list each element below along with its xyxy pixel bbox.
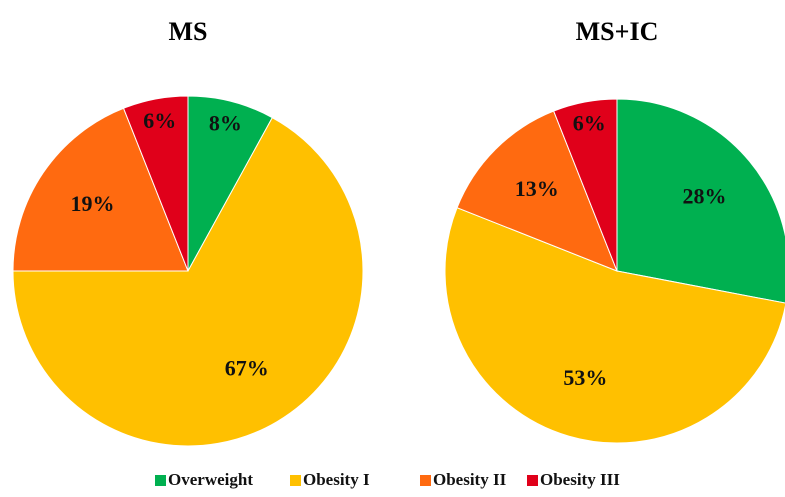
- pie-slice: [553, 98, 618, 272]
- legend-label: Obesity III: [540, 470, 620, 489]
- pie-slice: [122, 95, 189, 272]
- legend-swatch: [290, 475, 301, 486]
- pie-slice: [616, 98, 785, 304]
- pie-slice: [12, 107, 189, 272]
- data-label: 8%: [209, 110, 242, 135]
- data-label: 13%: [515, 176, 559, 201]
- legend-label: Overweight: [168, 470, 253, 489]
- legend-label: Obesity II: [433, 470, 507, 489]
- legend-swatch: [420, 475, 431, 486]
- data-label: 6%: [143, 108, 176, 133]
- pie-slice: [12, 116, 364, 447]
- legend-swatch: [155, 475, 166, 486]
- chart-title: MS+IC: [576, 17, 659, 46]
- pie-slice: [444, 207, 785, 444]
- data-label: 67%: [225, 355, 269, 380]
- chart-title: MS: [169, 17, 208, 46]
- data-label: 19%: [70, 191, 114, 216]
- data-label: 6%: [573, 111, 606, 136]
- data-label: 53%: [563, 365, 607, 390]
- legend-label: Obesity I: [303, 470, 370, 489]
- legend-swatch: [527, 475, 538, 486]
- data-label: 28%: [682, 184, 726, 209]
- pie-slice: [456, 110, 618, 272]
